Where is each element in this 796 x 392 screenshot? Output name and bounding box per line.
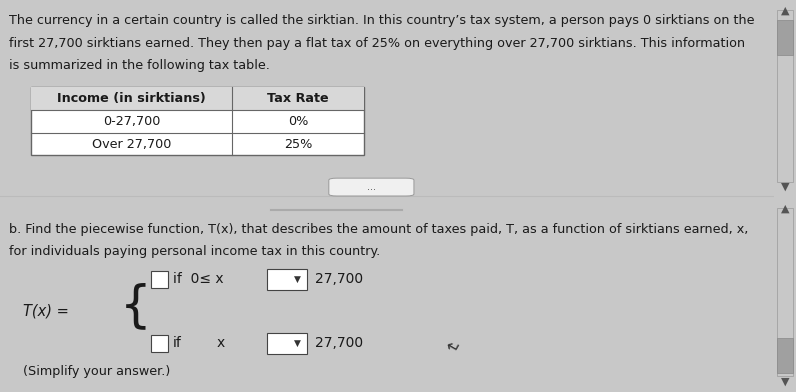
Bar bbox=[777, 338, 793, 372]
Text: 27,700: 27,700 bbox=[315, 336, 363, 350]
Bar bbox=[151, 271, 168, 288]
Text: Tax Rate: Tax Rate bbox=[267, 92, 329, 105]
Bar bbox=[777, 10, 793, 182]
Text: ▼: ▼ bbox=[781, 376, 789, 386]
Text: ▲: ▲ bbox=[781, 204, 789, 214]
Bar bbox=[31, 87, 364, 110]
Bar bbox=[267, 333, 307, 354]
Text: Over 27,700: Over 27,700 bbox=[92, 138, 171, 151]
Text: ...: ... bbox=[367, 182, 376, 192]
Text: The currency in a certain country is called the sirktian. In this country’s tax : The currency in a certain country is cal… bbox=[10, 14, 755, 27]
Text: ▼: ▼ bbox=[294, 275, 301, 284]
Text: is summarized in the following tax table.: is summarized in the following tax table… bbox=[10, 59, 270, 73]
Text: ▲: ▲ bbox=[781, 6, 789, 16]
Text: b. Find the piecewise function, T(x), that describes the amount of taxes paid, T: b. Find the piecewise function, T(x), th… bbox=[10, 223, 749, 236]
Text: ↵: ↵ bbox=[441, 336, 462, 359]
Text: {: { bbox=[120, 283, 152, 330]
Bar bbox=[777, 208, 793, 376]
Text: 0%: 0% bbox=[287, 115, 308, 128]
Bar bbox=[151, 335, 168, 352]
Text: if  0≤ x: if 0≤ x bbox=[173, 272, 223, 287]
Bar bbox=[31, 87, 364, 155]
Text: ▼: ▼ bbox=[294, 339, 301, 348]
Text: 27,700: 27,700 bbox=[315, 272, 363, 287]
Text: Income (in sirktians): Income (in sirktians) bbox=[57, 92, 206, 105]
Text: x: x bbox=[217, 336, 225, 350]
Text: for individuals paying personal income tax in this country.: for individuals paying personal income t… bbox=[10, 245, 380, 258]
Text: first 27,700 sirktians earned. They then pay a flat tax of 25% on everything ove: first 27,700 sirktians earned. They then… bbox=[10, 36, 745, 50]
Bar bbox=[267, 269, 307, 290]
Text: 0-27,700: 0-27,700 bbox=[103, 115, 160, 128]
Text: T(x) =: T(x) = bbox=[23, 303, 69, 318]
Text: (Simplify your answer.): (Simplify your answer.) bbox=[23, 365, 170, 378]
Text: ▼: ▼ bbox=[781, 182, 789, 192]
Bar bbox=[777, 20, 793, 55]
Text: if: if bbox=[173, 336, 181, 350]
FancyBboxPatch shape bbox=[329, 178, 414, 196]
Text: 25%: 25% bbox=[283, 138, 312, 151]
